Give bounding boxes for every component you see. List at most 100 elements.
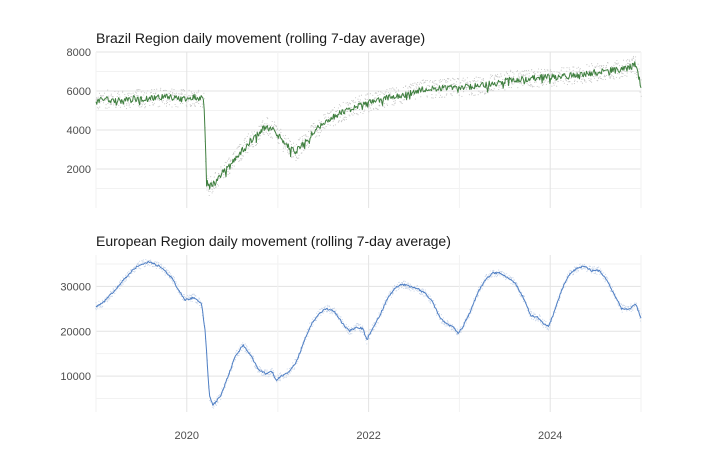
daily-point xyxy=(373,321,375,324)
daily-point xyxy=(370,328,372,330)
daily-point xyxy=(116,96,118,98)
daily-point xyxy=(143,94,145,96)
daily-point xyxy=(237,146,239,148)
daily-point xyxy=(627,59,629,61)
x-tick-label: 2022 xyxy=(356,430,380,442)
daily-point xyxy=(349,103,351,105)
daily-point xyxy=(596,268,598,270)
daily-point xyxy=(492,90,494,92)
daily-point xyxy=(345,325,348,327)
daily-point xyxy=(390,88,392,90)
daily-point xyxy=(547,327,549,329)
daily-point xyxy=(350,326,352,329)
daily-point xyxy=(277,375,280,377)
daily-point xyxy=(241,159,243,161)
daily-point xyxy=(506,273,508,275)
daily-point xyxy=(132,270,134,272)
daily-point xyxy=(217,401,219,403)
daily-point xyxy=(105,300,107,302)
daily-point xyxy=(329,306,331,308)
daily-point xyxy=(393,284,396,286)
daily-point xyxy=(616,73,619,75)
daily-point xyxy=(113,289,115,291)
daily-point xyxy=(106,299,108,301)
daily-point xyxy=(194,294,196,296)
daily-point xyxy=(276,128,278,130)
daily-point xyxy=(290,143,292,146)
daily-point xyxy=(384,300,386,302)
daily-point xyxy=(170,273,172,275)
daily-point xyxy=(338,104,340,106)
daily-point xyxy=(551,72,553,74)
daily-point xyxy=(632,309,634,311)
daily-point xyxy=(239,143,241,145)
daily-point xyxy=(420,96,422,98)
daily-point xyxy=(169,271,171,273)
daily-point xyxy=(513,279,516,281)
daily-point xyxy=(433,300,435,302)
daily-point xyxy=(322,127,324,129)
daily-point xyxy=(467,83,469,85)
daily-point xyxy=(308,131,310,133)
daily-point xyxy=(572,69,574,71)
daily-point xyxy=(297,139,299,141)
daily-point xyxy=(442,317,445,319)
daily-point xyxy=(301,350,303,352)
daily-point xyxy=(532,319,534,321)
daily-point xyxy=(440,318,442,321)
daily-point xyxy=(257,371,259,373)
daily-point xyxy=(119,279,122,281)
daily-point xyxy=(267,134,270,136)
daily-point xyxy=(141,260,143,262)
daily-point xyxy=(593,266,595,268)
daily-point xyxy=(385,91,387,93)
daily-point xyxy=(526,77,528,79)
daily-point xyxy=(211,192,213,194)
daily-point xyxy=(490,74,492,76)
daily-point xyxy=(327,306,329,308)
daily-point xyxy=(338,119,340,122)
daily-point xyxy=(405,85,407,87)
daily-point xyxy=(289,140,291,142)
daily-point xyxy=(544,70,546,72)
daily-point xyxy=(125,108,128,110)
daily-point xyxy=(254,141,256,143)
daily-point xyxy=(585,81,587,83)
daily-point xyxy=(460,330,462,332)
daily-point xyxy=(534,81,536,84)
daily-point xyxy=(445,81,447,83)
daily-point xyxy=(480,283,482,286)
daily-point xyxy=(100,304,102,306)
daily-point xyxy=(285,145,287,147)
daily-point xyxy=(277,376,279,378)
daily-point xyxy=(298,139,300,141)
daily-point xyxy=(292,362,294,364)
daily-point xyxy=(608,76,610,78)
daily-point xyxy=(598,266,600,268)
daily-point xyxy=(489,77,491,79)
daily-point xyxy=(287,149,289,151)
daily-point xyxy=(355,97,357,99)
daily-point xyxy=(565,79,567,81)
daily-point xyxy=(298,157,300,159)
daily-point xyxy=(142,102,144,104)
daily-point xyxy=(303,134,305,137)
daily-point xyxy=(586,64,588,66)
daily-point xyxy=(375,107,377,109)
daily-point xyxy=(495,276,498,278)
daily-point xyxy=(438,80,440,82)
daily-point xyxy=(593,268,595,270)
daily-point xyxy=(482,78,484,80)
daily-point xyxy=(174,103,176,106)
daily-point xyxy=(591,63,593,65)
daily-point xyxy=(566,280,568,282)
daily-point xyxy=(597,80,599,82)
daily-point xyxy=(502,79,504,81)
daily-point xyxy=(526,82,528,84)
daily-point xyxy=(608,285,610,287)
daily-point xyxy=(291,157,293,159)
daily-point xyxy=(288,153,290,155)
daily-point xyxy=(362,112,364,115)
daily-point xyxy=(531,69,533,71)
daily-point xyxy=(157,97,159,100)
